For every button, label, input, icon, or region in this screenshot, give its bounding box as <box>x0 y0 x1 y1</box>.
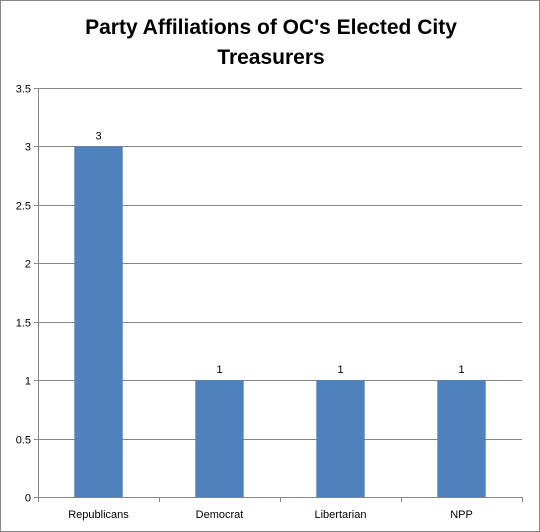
labels: 0 0.5 1 1.5 2 2.5 3 3.5 3 Republicans 1 Democrat 1 Li… <box>16 84 473 522</box>
bar-libertarian <box>316 380 365 497</box>
y-tick-label-5: 2.5 <box>16 201 31 213</box>
bars <box>74 146 486 497</box>
data-label-democrat: 1 <box>216 364 222 376</box>
x-tick-label-democrat: Democrat <box>196 509 244 521</box>
y-tick-label-1: 0.5 <box>16 435 31 447</box>
chart-title: Party Affiliations of OC's Elected City … <box>85 16 457 69</box>
x-tick-label-npp: NPP <box>450 509 473 521</box>
bar-democrat <box>195 380 244 497</box>
y-tick-label-2: 1 <box>25 376 31 388</box>
x-tick-label-republicans: Republicans <box>68 509 129 521</box>
y-tick-label-7: 3.5 <box>16 84 31 96</box>
data-label-npp: 1 <box>458 364 464 376</box>
x-tick-label-libertarian: Libertarian <box>315 509 367 521</box>
data-label-libertarian: 1 <box>337 364 343 376</box>
axes <box>34 88 523 502</box>
bar-republicans <box>74 146 123 497</box>
y-tick-label-6: 3 <box>25 142 31 154</box>
y-tick-label-4: 2 <box>25 259 31 271</box>
data-label-republicans: 3 <box>95 130 101 142</box>
y-tick-label-0: 0 <box>25 493 31 505</box>
bar-npp <box>437 380 486 497</box>
y-tick-label-3: 1.5 <box>16 318 31 330</box>
